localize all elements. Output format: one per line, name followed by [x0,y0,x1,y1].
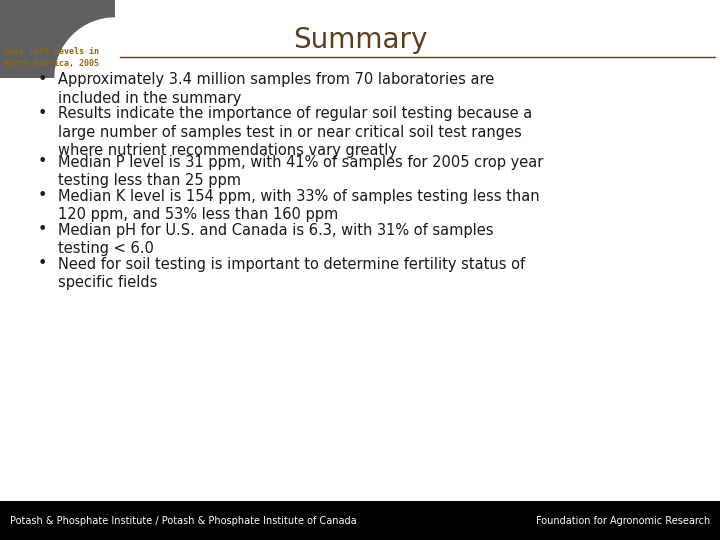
Text: Foundation for Agronomic Research: Foundation for Agronomic Research [536,516,710,525]
Text: Approximately 3.4 million samples from 70 laboratories are
included in the summa: Approximately 3.4 million samples from 7… [58,72,494,106]
Text: Summary: Summary [293,26,427,54]
Text: •: • [38,154,48,169]
Bar [0,0,115,78]
Text: •: • [38,72,48,87]
Text: Need for soil testing is important to determine fertility status of
specific fie: Need for soil testing is important to de… [58,256,525,290]
Text: Soil Test Levels in: Soil Test Levels in [4,47,99,56]
Text: Results indicate the importance of regular soil testing because a
large number o: Results indicate the importance of regul… [58,106,532,158]
Bar [0,501,720,540]
Circle shape [55,18,175,138]
Text: •: • [38,222,48,237]
Text: Potash & Phosphate Institute / Potash & Phosphate Institute of Canada: Potash & Phosphate Institute / Potash & … [10,516,356,525]
Text: Median pH for U.S. and Canada is 6.3, with 31% of samples
testing < 6.0: Median pH for U.S. and Canada is 6.3, wi… [58,222,493,256]
Text: North America, 2005: North America, 2005 [4,59,99,68]
Text: Median P level is 31 ppm, with 41% of samples for 2005 crop year
testing less th: Median P level is 31 ppm, with 41% of sa… [58,154,544,188]
Text: •: • [38,106,48,121]
Text: •: • [38,256,48,271]
Text: Median K level is 154 ppm, with 33% of samples testing less than
120 ppm, and 53: Median K level is 154 ppm, with 33% of s… [58,188,539,222]
Text: •: • [38,188,48,203]
